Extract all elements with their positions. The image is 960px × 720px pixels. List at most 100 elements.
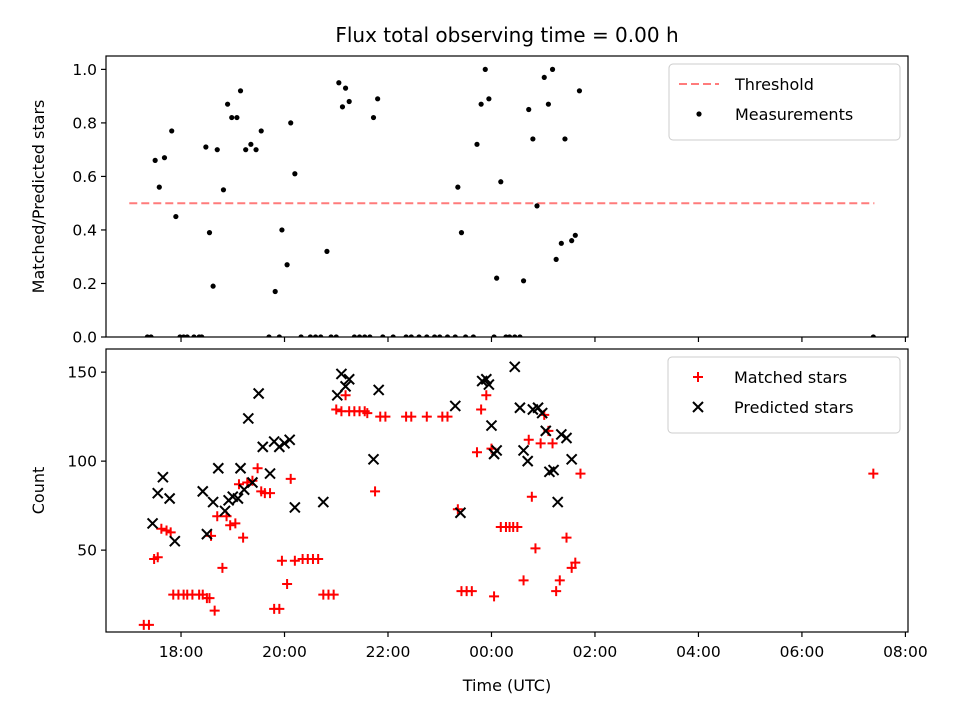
predicted-star-point [331,389,343,401]
x-tick-label: 04:00 [676,643,721,661]
measurement-point [482,66,488,72]
measurement-point [312,334,319,337]
matched-star-point [535,438,546,449]
legend-label: Measurements [735,105,853,124]
measurement-point [437,334,443,337]
measurement-point [328,334,334,337]
measurement-point [214,147,220,153]
measurement-point [534,203,540,209]
predicted-star-point [157,471,169,483]
legend-label: Threshold [734,75,814,94]
measurement-point [253,147,259,153]
measurement-point [455,184,461,190]
matched-star-point [370,486,381,497]
measurement-point [258,128,264,134]
predicted-star-point [514,402,526,414]
matched-star-point [547,438,558,449]
predicted-star-point [367,453,380,466]
predicted-star-point [201,528,213,540]
matched-star-point [575,468,586,479]
predicted-star-point [317,496,330,508]
predicted-star-point [372,384,385,396]
matched-star-point [165,527,176,538]
matched-star-point [466,586,477,597]
x-tick-label: 08:00 [883,643,928,661]
matched-star-point [421,411,432,422]
predicted-star-point [257,441,269,453]
predicted-star-point [207,496,219,508]
matched-star-point [566,562,577,573]
measurement-point [569,238,575,244]
legend-frame [668,63,901,141]
matched-star-point [380,411,391,422]
predicted-star-point [283,434,296,446]
measurement-point [333,334,339,337]
matched-star-point [252,463,263,474]
measurement-point [191,334,197,337]
y-axis-label: Count [29,467,48,515]
measurement-point [458,230,465,236]
plot-area [129,66,876,337]
predicted-star-point [555,428,568,441]
x-axis-label: Time (UTC) [462,676,551,695]
predicted-star-point [273,441,286,453]
predicted-star-point [219,505,231,517]
measurement-point [494,275,500,281]
predicted-star-point [146,517,159,530]
matched-star-point [523,434,534,445]
measurement-point [562,136,568,142]
measurement-point [512,334,518,337]
measurement-point [576,88,583,94]
matched-star-point [152,552,163,563]
predicted-star-point [234,462,247,474]
measurement-point [517,334,523,337]
legend: Matched stars Predicted stars [667,356,901,434]
measurement-point [491,334,497,337]
matched-star-point [512,521,523,532]
measurement-point [474,141,480,147]
measurement-point [463,334,469,337]
measurement-point [220,187,227,193]
measurement-point [248,141,254,147]
predicted-star-point [289,501,301,514]
y-axis-label: Matched/Predicted stars [29,100,48,294]
predicted-star-point [212,462,224,474]
measurement-point [520,278,527,284]
legend-label: Matched stars [734,368,847,387]
measurement-point [452,334,458,337]
x-tick-label: 06:00 [780,643,825,661]
predicted-star-point [565,453,578,466]
measurement-point [558,240,564,246]
matched-star-point [276,555,287,566]
predicted-star-point [449,400,461,412]
predicted-star-point [560,432,573,444]
matched-star-point [551,586,562,597]
measurement-point [210,283,216,289]
y-tick-label: 0.4 [72,221,97,239]
measurement-point [506,334,513,337]
measurement-point [169,128,175,134]
matched-star-point [868,468,879,479]
matched-star-point [489,591,500,602]
matched-star-point [471,447,482,458]
legend: Threshold Measurements [668,63,901,141]
predicted-star-point [483,378,495,391]
measurement-point [298,334,304,337]
measurement-point [424,334,430,337]
predicted-star-point [197,485,209,498]
legend-plus-swatch [693,372,703,382]
x-tick-label: 02:00 [573,643,618,661]
legend-x-swatch [692,401,704,413]
measurement-point [444,334,451,337]
predicted-star-point [536,407,548,419]
predicted-star-point [547,464,560,476]
measurement-point [351,334,357,337]
measurement-point [370,114,377,121]
measurement-point [156,184,162,190]
measurement-point [478,101,484,107]
matched-star-point [285,473,296,484]
predicted-star-point [509,361,521,373]
measurement-point [431,334,438,337]
predicted-star-point [169,535,181,547]
